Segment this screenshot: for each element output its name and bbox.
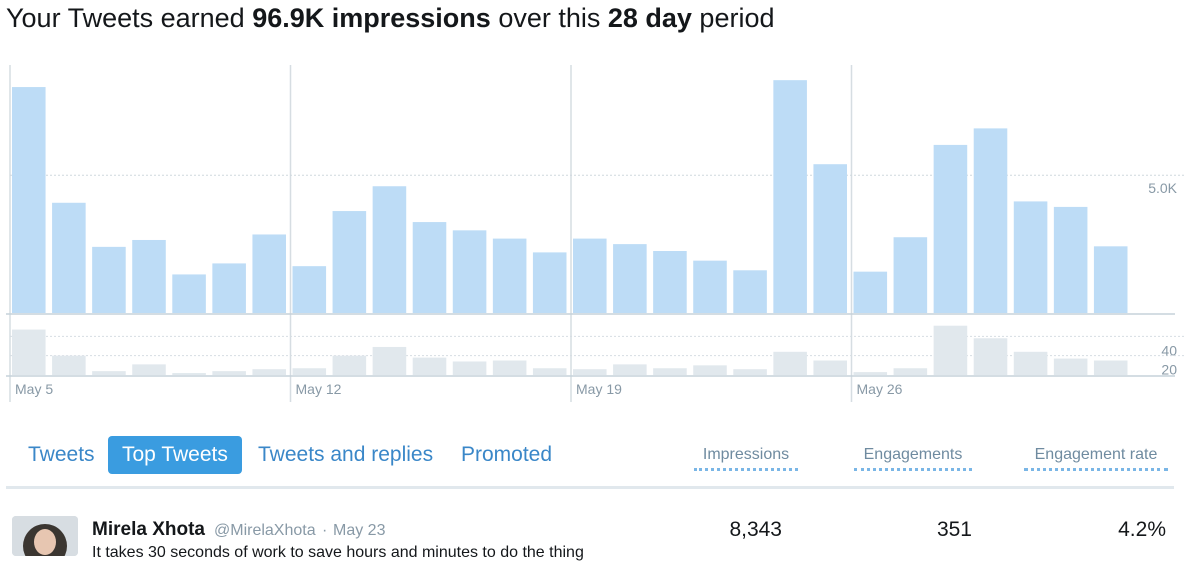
impressions-bar[interactable] xyxy=(452,230,487,313)
engagements-bar[interactable] xyxy=(1013,351,1048,375)
impressions-bar[interactable] xyxy=(252,234,286,313)
headline-prefix: Your Tweets earned xyxy=(6,3,253,33)
engagements-bar[interactable] xyxy=(292,368,327,375)
tweet-date[interactable]: May 23 xyxy=(333,522,386,539)
engagements-bar[interactable] xyxy=(532,368,567,375)
engagements-bar[interactable] xyxy=(613,364,647,375)
engagements-bar[interactable] xyxy=(12,329,46,375)
engagements-bars xyxy=(12,325,1128,376)
impressions-bar[interactable] xyxy=(1013,201,1048,313)
impressions-bar[interactable] xyxy=(132,239,166,313)
impressions-bar[interactable] xyxy=(933,144,968,313)
engagements-bar[interactable] xyxy=(492,360,527,376)
author-handle[interactable]: @MirelaXhota xyxy=(214,522,316,539)
engagements-bar[interactable] xyxy=(452,361,487,375)
engagements-bar[interactable] xyxy=(933,325,968,375)
engagements-bar[interactable] xyxy=(132,364,166,375)
avatar[interactable] xyxy=(12,516,78,556)
impressions-bar[interactable] xyxy=(212,263,246,313)
impressions-bar[interactable] xyxy=(92,246,126,313)
impressions-column-header[interactable]: Impressions xyxy=(694,446,798,471)
impressions-bar[interactable] xyxy=(733,270,767,313)
engagements-bar[interactable] xyxy=(252,369,286,375)
headline-impressions: 96.9K impressions xyxy=(252,3,491,33)
engagements-bar[interactable] xyxy=(653,368,687,375)
x-tick-label: May 5 xyxy=(15,381,53,397)
tab-promoted[interactable]: Promoted xyxy=(461,443,553,466)
author-name[interactable]: Mirela Xhota xyxy=(92,519,205,540)
impressions-bar[interactable] xyxy=(12,87,46,314)
x-tick-label: May 19 xyxy=(576,381,622,397)
tweet-text[interactable]: It takes 30 seconds of work to save hour… xyxy=(92,544,584,561)
engagements-y-tick-label: 40 xyxy=(1161,342,1177,358)
table-divider xyxy=(6,486,1174,489)
impressions-bar[interactable] xyxy=(332,211,367,313)
impressions-bar[interactable] xyxy=(893,237,928,313)
impressions-bar[interactable] xyxy=(613,244,647,313)
engagements-bar[interactable] xyxy=(733,369,767,375)
engagements-bar[interactable] xyxy=(893,368,928,375)
headline-period: 28 day xyxy=(607,3,692,33)
impressions-bar[interactable] xyxy=(292,266,327,313)
impressions-bar[interactable] xyxy=(653,251,687,313)
tweet-impressions: 8,343 xyxy=(729,518,782,541)
impressions-bar[interactable] xyxy=(492,238,527,313)
impressions-bar[interactable] xyxy=(372,186,407,313)
headline-middle: over this xyxy=(490,3,608,33)
engagement-rate-column-header[interactable]: Engagement rate xyxy=(1024,446,1168,471)
table-row[interactable]: Mirela Xhota @MirelaXhota · May 23 It ta… xyxy=(0,500,1200,561)
x-tick-label: May 26 xyxy=(857,381,903,397)
chart-labels: 5.0K 40 20 May 5 May 12 May 19 May 26 xyxy=(15,180,1178,397)
impressions-y-tick-label: 5.0K xyxy=(1148,180,1177,196)
engagements-bar[interactable] xyxy=(693,365,727,375)
impressions-bar[interactable] xyxy=(773,80,807,314)
impressions-bars xyxy=(12,80,1128,314)
engagements-bar[interactable] xyxy=(172,373,206,375)
impressions-bar[interactable] xyxy=(573,238,607,313)
impressions-bar[interactable] xyxy=(1053,206,1088,313)
impressions-bar[interactable] xyxy=(52,202,86,313)
impressions-bar[interactable] xyxy=(973,128,1008,313)
x-tick-label: May 12 xyxy=(296,381,342,397)
engagements-bar[interactable] xyxy=(372,346,407,375)
impressions-bar[interactable] xyxy=(1093,246,1128,313)
impressions-bar[interactable] xyxy=(853,271,888,313)
impressions-bar[interactable] xyxy=(532,252,567,313)
impressions-bar[interactable] xyxy=(412,222,447,313)
tab-tweets-and-replies[interactable]: Tweets and replies xyxy=(258,443,434,466)
meta-separator: · xyxy=(322,522,328,539)
engagements-column-header[interactable]: Engagements xyxy=(854,446,972,471)
page-headline: Your Tweets earned 96.9K impressions ove… xyxy=(6,0,774,36)
engagements-bar[interactable] xyxy=(573,369,607,375)
impressions-bar[interactable] xyxy=(693,260,727,313)
chart-grid xyxy=(6,65,1185,402)
tweet-engagements: 351 xyxy=(936,518,972,541)
engagements-bar[interactable] xyxy=(412,357,447,375)
engagements-bar[interactable] xyxy=(52,355,86,375)
headline-suffix: period xyxy=(691,3,775,33)
engagements-bar[interactable] xyxy=(1093,360,1128,376)
impressions-bar[interactable] xyxy=(813,164,847,313)
engagements-bar[interactable] xyxy=(773,351,807,375)
engagements-bar[interactable] xyxy=(332,355,367,375)
tab-tweets[interactable]: Tweets xyxy=(28,443,95,466)
engagements-bar[interactable] xyxy=(973,338,1008,375)
tweet-engagement-rate: 4.2% xyxy=(1118,518,1166,541)
tab-top-tweets[interactable]: Top Tweets xyxy=(108,436,242,474)
impressions-bar[interactable] xyxy=(172,274,206,313)
engagements-bar[interactable] xyxy=(813,360,847,376)
engagements-bar[interactable] xyxy=(92,371,126,375)
engagements-y-tick-label: 20 xyxy=(1161,362,1177,378)
engagements-bar[interactable] xyxy=(853,372,888,375)
engagements-bar[interactable] xyxy=(1053,358,1088,375)
engagements-bar[interactable] xyxy=(212,371,246,375)
impressions-chart: 5.0K 40 20 May 5 May 12 May 19 May 26 xyxy=(6,65,1185,402)
